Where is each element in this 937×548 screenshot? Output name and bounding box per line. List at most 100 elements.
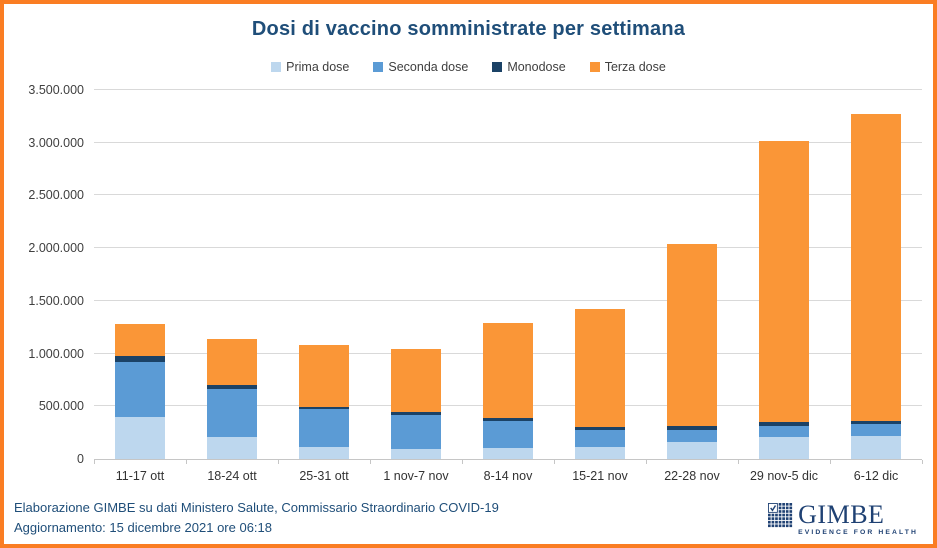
x-axis-tick xyxy=(922,460,923,464)
plot-area xyxy=(94,89,922,460)
bar-segment xyxy=(115,361,165,417)
footer-source-line: Elaborazione GIMBE su dati Ministero Sal… xyxy=(14,500,499,515)
bar-segment xyxy=(667,442,717,459)
bar-segment xyxy=(391,448,441,459)
bar-segment xyxy=(575,447,625,459)
legend-item: Terza dose xyxy=(589,60,666,74)
x-axis-tick xyxy=(186,460,187,464)
y-tick-label: 1.000.000 xyxy=(28,346,84,361)
bar-segment xyxy=(759,422,809,426)
x-tick-label: 25-31 ott xyxy=(299,469,349,483)
gridline xyxy=(94,194,922,196)
bar-slot xyxy=(370,90,462,459)
x-tick-label: 29 nov-5 dic xyxy=(749,469,819,483)
x-axis-tick xyxy=(554,460,555,464)
bar-segment xyxy=(207,437,257,459)
bar-segment xyxy=(207,388,257,438)
x-axis-tick xyxy=(645,460,647,464)
x-axis-tick xyxy=(462,460,463,464)
bar-segment xyxy=(575,308,625,428)
legend-swatch xyxy=(373,62,384,72)
x-tick-label: 22-28 nov xyxy=(664,469,720,483)
stacked-bar xyxy=(483,323,533,459)
bar-segment xyxy=(667,429,717,443)
legend-item: Prima dose xyxy=(271,60,349,74)
gridline xyxy=(94,299,922,301)
bar-slot xyxy=(94,90,186,459)
legend-label: Monodose xyxy=(507,60,566,74)
x-axis-labels: 11-17 ott 18-24 ott 25-31 ott 1 nov-7 nov 8-… xyxy=(94,469,922,483)
x-axis-tick xyxy=(94,460,95,464)
y-axis-labels: 0 500.000 1.000.000 1.500.000 2.000.000 2.500… xyxy=(4,83,88,466)
y-tick-label: 1.500.000 xyxy=(28,293,84,308)
bar-segment xyxy=(667,243,717,427)
stacked-bar xyxy=(207,338,257,459)
bar-segment xyxy=(115,324,165,356)
bar-segment xyxy=(759,437,809,459)
bar-slot xyxy=(830,90,922,459)
stacked-bar xyxy=(851,113,901,459)
x-axis-tick xyxy=(278,460,279,464)
legend-item: Monodose xyxy=(492,60,566,74)
gridline xyxy=(94,141,922,143)
x-tick-label: 8-14 nov xyxy=(483,469,533,483)
legend-label: Terza dose xyxy=(604,60,666,74)
bars xyxy=(94,90,922,459)
bar-segment xyxy=(575,427,625,431)
bar-segment xyxy=(299,344,349,407)
footer: Elaborazione GIMBE su dati Ministero Sal… xyxy=(14,498,499,538)
y-tick-label: 500.000 xyxy=(38,399,84,414)
stacked-bar xyxy=(667,243,717,459)
gridline xyxy=(94,89,922,90)
gridline xyxy=(94,247,922,249)
bar-slot xyxy=(554,90,646,459)
y-tick-label: 3.000.000 xyxy=(28,135,84,150)
y-tick-label: 0 xyxy=(77,452,84,466)
bar-segment xyxy=(299,408,349,447)
bar-segment xyxy=(483,421,533,449)
bar-segment xyxy=(851,421,901,424)
bar-slot xyxy=(738,90,830,459)
x-axis-tick xyxy=(830,460,831,464)
bar-segment xyxy=(851,113,901,422)
gimbe-logo: GIMBE EVIDENCE FOR HEALTH xyxy=(768,502,918,536)
stacked-bar xyxy=(299,344,349,459)
bar-slot xyxy=(278,90,370,459)
bar-segment xyxy=(299,406,349,409)
bar-segment xyxy=(299,446,349,459)
bar-segment xyxy=(115,355,165,362)
x-axis-tick xyxy=(738,460,739,464)
y-tick-label: 3.500.000 xyxy=(28,83,84,97)
bar-segment xyxy=(483,448,533,459)
x-tick-label: 18-24 ott xyxy=(207,469,257,483)
stacked-bar xyxy=(759,140,809,459)
bar-segment xyxy=(667,426,717,430)
footer-update-line: Aggiornamento: 15 dicembre 2021 ore 06:1… xyxy=(14,520,273,535)
x-tick-label: 11-17 ott xyxy=(115,469,165,483)
bar-segment xyxy=(575,430,625,448)
x-axis: 11-17 ott 18-24 ott 25-31 ott 1 nov-7 nov 8-… xyxy=(94,460,923,490)
legend-swatch xyxy=(492,62,503,72)
bar-segment xyxy=(851,423,901,436)
stacked-bar xyxy=(391,348,441,459)
x-axis-tick xyxy=(369,460,371,464)
x-tick-label: 1 nov-7 nov xyxy=(383,469,449,483)
chart-title: Dosi di vaccino somministrate per settim… xyxy=(251,18,686,40)
gimbe-logo-tagline: EVIDENCE FOR HEALTH xyxy=(798,529,918,536)
bar-slot xyxy=(646,90,738,459)
stacked-bar xyxy=(575,308,625,459)
y-tick-label: 2.500.000 xyxy=(28,188,84,203)
bar-segment xyxy=(391,414,441,449)
bar-segment xyxy=(391,412,441,415)
bar-segment xyxy=(207,338,257,385)
bar-segment xyxy=(483,418,533,422)
legend-swatch xyxy=(271,62,282,72)
legend-swatch xyxy=(589,62,600,72)
legend-item: Seconda dose xyxy=(373,60,468,74)
bar-segment xyxy=(851,435,901,459)
bar-slot xyxy=(186,90,278,459)
x-tick-label: 6-12 dic xyxy=(853,469,899,483)
legend: Prima dose Seconda dose Monodose Terza dose xyxy=(4,60,933,74)
bar-segment xyxy=(207,384,257,389)
